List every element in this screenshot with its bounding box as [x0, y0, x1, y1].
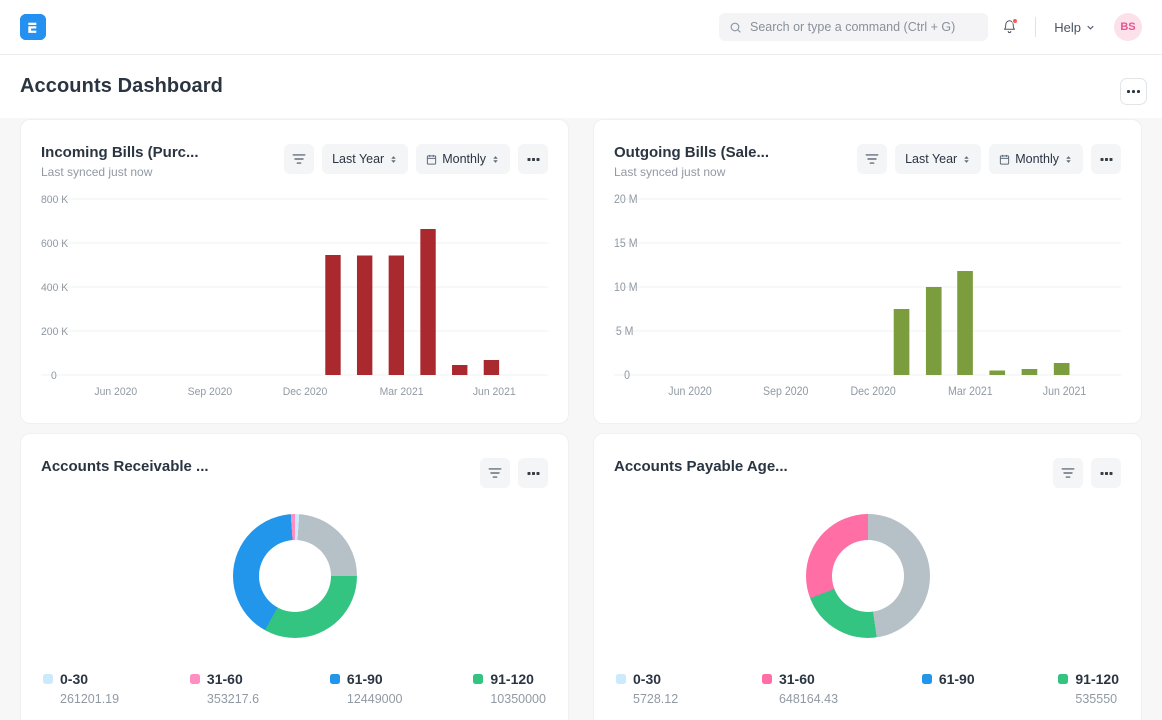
svg-text:Jun 2020: Jun 2020 [668, 386, 712, 398]
svg-text:400 K: 400 K [41, 282, 69, 295]
svg-text:20 M: 20 M [614, 194, 638, 206]
svg-text:15 M: 15 M [614, 238, 638, 250]
svg-text:Mar 2021: Mar 2021 [948, 386, 993, 398]
svg-text:Sep 2020: Sep 2020 [763, 386, 808, 398]
svg-text:0: 0 [51, 370, 57, 383]
svg-text:Dec 2020: Dec 2020 [850, 386, 895, 398]
svg-text:Dec 2020: Dec 2020 [283, 386, 328, 399]
svg-text:200 K: 200 K [41, 326, 69, 339]
svg-text:800 K: 800 K [41, 194, 69, 207]
svg-text:5 M: 5 M [616, 326, 634, 338]
svg-text:10 M: 10 M [614, 282, 638, 294]
svg-text:Jun 2021: Jun 2021 [473, 386, 516, 399]
svg-text:Sep 2020: Sep 2020 [188, 386, 233, 399]
svg-text:Jun 2020: Jun 2020 [94, 386, 137, 399]
svg-text:600 K: 600 K [41, 238, 69, 251]
svg-text:Mar 2021: Mar 2021 [380, 386, 424, 399]
svg-text:Jun 2021: Jun 2021 [1043, 386, 1087, 398]
svg-text:0: 0 [624, 370, 630, 382]
